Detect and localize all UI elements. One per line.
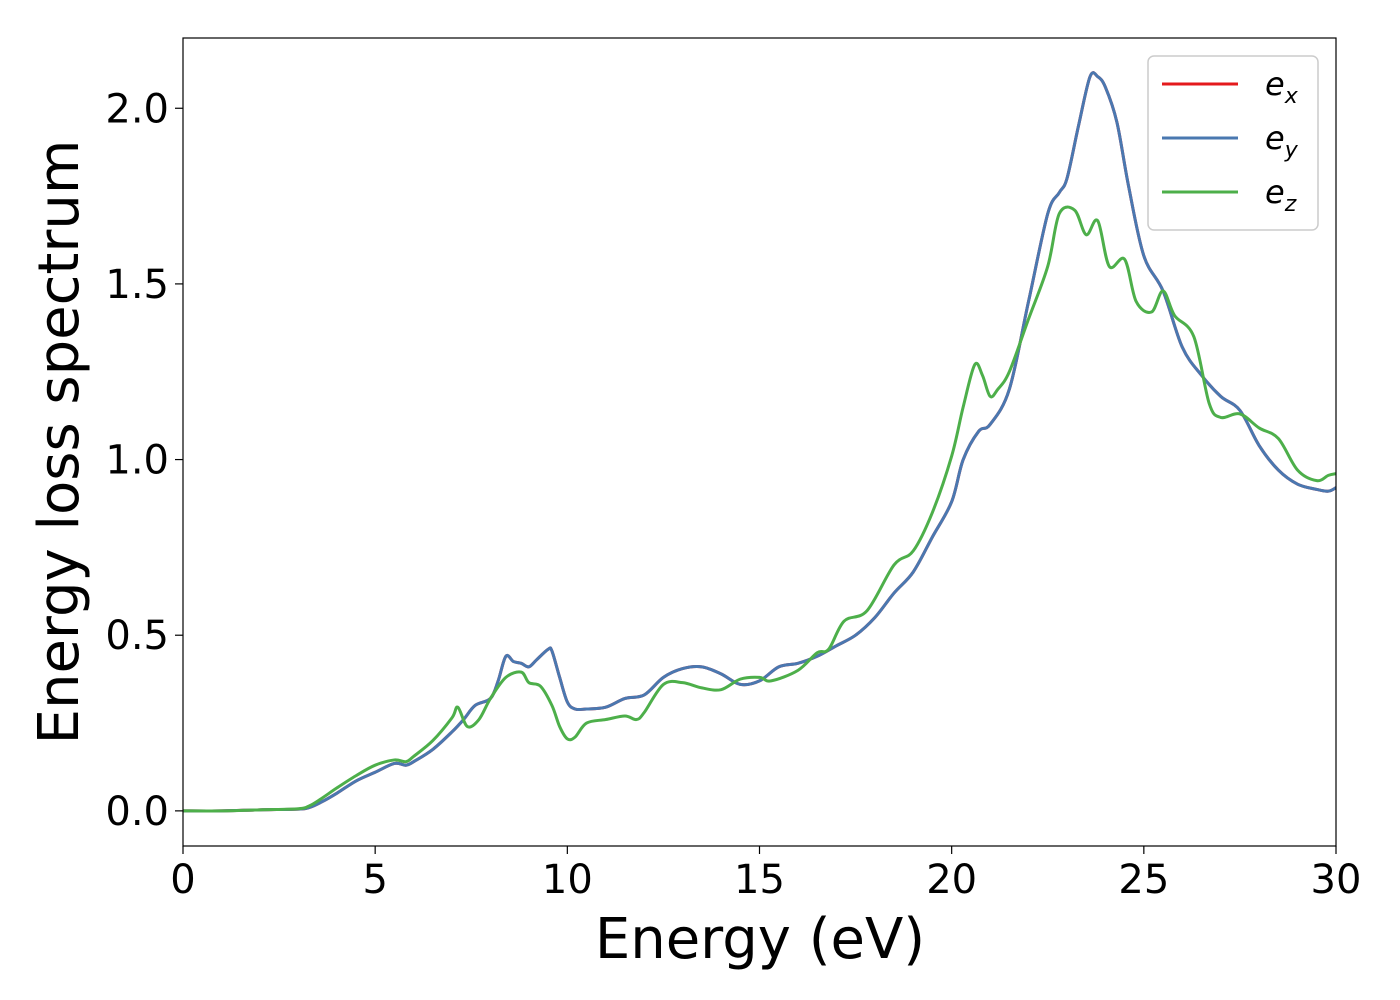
x-axis-label: Energy (eV) (595, 907, 925, 972)
series-line-e-y (183, 71, 1336, 813)
legend-box (1147, 55, 1319, 231)
y-tick-label: 0.0 (105, 789, 169, 835)
y-tick-label: 0.5 (105, 613, 169, 659)
series-line-e-z (183, 205, 1336, 813)
x-axis: 0 5 10 15 20 25 30 (170, 846, 1361, 903)
x-tick-label: 0 (170, 857, 195, 903)
legend-entry-label: ey (1265, 119, 1299, 163)
x-tick-label: 25 (1118, 857, 1169, 903)
legend: ex ey ez (1147, 55, 1319, 231)
y-tick-label: 1.5 (105, 262, 169, 308)
x-tick-label: 10 (542, 857, 593, 903)
x-tick-label: 30 (1311, 857, 1362, 903)
legend-entry-label: ex (1265, 65, 1299, 109)
plot-lines (183, 71, 1336, 813)
x-tick-label: 20 (926, 857, 977, 903)
x-tick-label: 15 (734, 857, 785, 903)
x-tick-label: 5 (362, 857, 387, 903)
y-tick-label: 2.0 (105, 86, 169, 132)
legend-entry-label: ez (1265, 173, 1297, 217)
y-tick-label: 1.0 (105, 438, 169, 484)
y-axis-label: Energy loss spectrum (27, 140, 92, 745)
y-axis: 0.0 0.5 1.0 1.5 2.0 (105, 86, 183, 835)
